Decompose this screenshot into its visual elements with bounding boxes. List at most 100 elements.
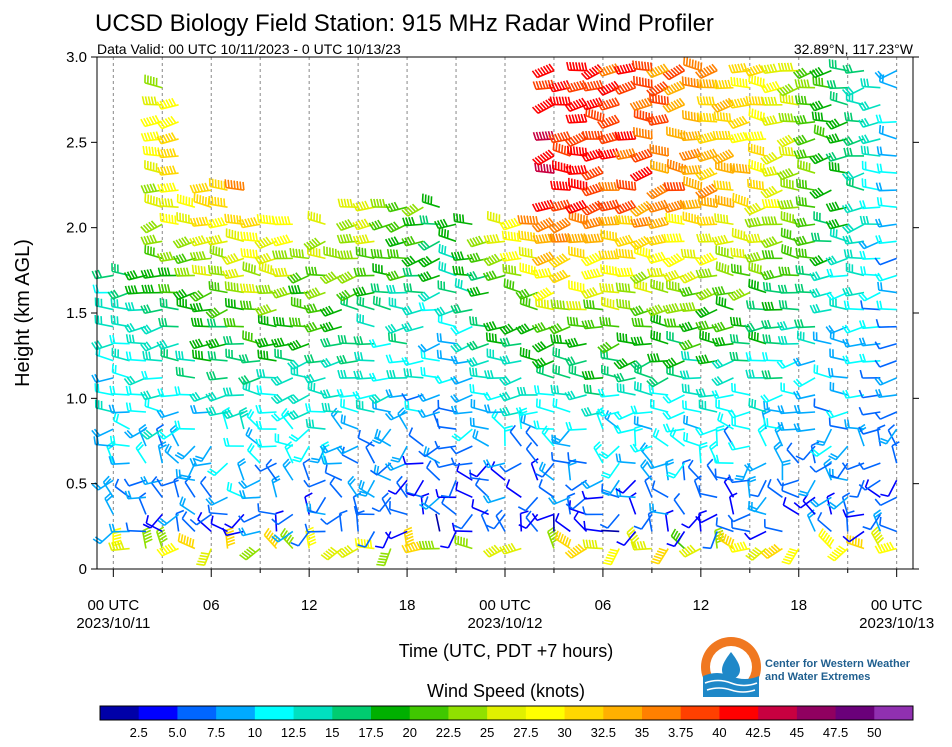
- wind-barb: [760, 151, 783, 165]
- wind-barb: [466, 252, 489, 263]
- wind-barb: [384, 530, 408, 540]
- wind-barb: [175, 509, 185, 532]
- wind-barb: [698, 485, 718, 499]
- wind-barb: [142, 351, 163, 362]
- wind-barb: [156, 409, 179, 419]
- wind-barb: [793, 217, 816, 228]
- wind-barb: [825, 151, 848, 162]
- wind-barb: [760, 166, 783, 177]
- wind-barb: [519, 347, 538, 362]
- wind-barb: [141, 284, 163, 294]
- wind-barb: [760, 543, 783, 559]
- wind-barb: [372, 400, 391, 413]
- wind-barb: [593, 441, 604, 464]
- wind-barb: [221, 409, 245, 420]
- wind-barb: [530, 458, 539, 481]
- wind-barb: [728, 474, 750, 484]
- wind-barb: [613, 80, 637, 95]
- wind-barb: [421, 193, 440, 208]
- wind-barb: [158, 197, 179, 208]
- wind-barb: [809, 255, 832, 267]
- wind-barb: [174, 386, 195, 396]
- wind-barb: [224, 297, 245, 311]
- wind-barb: [304, 523, 326, 533]
- wind-barb: [519, 510, 529, 532]
- wind-barb: [91, 269, 114, 280]
- wind-barb: [748, 278, 767, 294]
- wind-barb: [193, 193, 212, 208]
- wind-barb: [600, 229, 620, 243]
- wind-barb: [566, 61, 588, 72]
- wind-barb: [614, 267, 636, 278]
- wind-barb: [419, 215, 440, 226]
- wind-barb: [650, 312, 669, 328]
- wind-barb: [781, 459, 791, 481]
- wind-barb: [760, 269, 783, 281]
- colorbar-swatch: [487, 706, 527, 720]
- wind-barb: [157, 388, 179, 398]
- wind-barb: [531, 217, 555, 233]
- wind-barb: [860, 300, 881, 311]
- wind-barb: [402, 267, 424, 277]
- wind-barb: [238, 354, 261, 364]
- wind-barb: [145, 514, 163, 533]
- wind-barb: [499, 250, 522, 262]
- wind-barb: [633, 75, 653, 89]
- wind-barb: [776, 134, 800, 148]
- y-axis-label: Height (km AGL): [12, 239, 34, 387]
- wind-barb: [663, 318, 685, 328]
- wind-barb: [181, 511, 196, 533]
- wind-barb: [583, 299, 604, 311]
- wind-barb: [205, 406, 228, 417]
- wind-barb: [646, 377, 669, 388]
- wind-barb: [715, 245, 734, 260]
- x-tick-label: 18: [790, 597, 807, 614]
- wind-barb: [695, 513, 718, 524]
- wind-barb: [879, 516, 897, 533]
- wind-barb: [495, 509, 506, 532]
- wind-barb: [712, 79, 734, 90]
- wind-barb: [748, 73, 767, 89]
- wind-barb: [818, 528, 835, 550]
- wind-barb: [664, 458, 675, 481]
- colorbar-tick-label: 17.5: [358, 725, 383, 740]
- wind-barb: [242, 330, 261, 345]
- wind-barb: [585, 107, 605, 123]
- wind-barb: [408, 427, 424, 447]
- wind-barb: [509, 424, 522, 447]
- wind-barb: [472, 429, 490, 447]
- wind-barb: [728, 62, 750, 74]
- wind-barb: [208, 178, 228, 191]
- chart-title: UCSD Biology Field Station: 915 MHz Rada…: [95, 10, 714, 37]
- wind-barb: [255, 420, 277, 430]
- wind-barb: [876, 146, 897, 157]
- wind-barb: [793, 404, 816, 414]
- location-subtitle: 32.89°N, 117.23°W: [794, 41, 914, 57]
- wind-barb: [124, 428, 147, 439]
- wind-barb: [531, 341, 555, 353]
- wind-barb: [650, 547, 669, 565]
- wind-barb: [828, 468, 848, 482]
- wind-barb: [727, 541, 750, 553]
- wind-barb: [531, 251, 555, 267]
- wind-barb: [532, 267, 555, 279]
- wind-barb: [205, 338, 228, 349]
- wind-barb: [715, 517, 734, 533]
- wind-barb: [695, 131, 718, 145]
- wind-barb: [173, 267, 195, 277]
- wind-barb: [453, 513, 473, 530]
- wind-barb: [597, 407, 620, 417]
- wind-barb: [711, 336, 734, 347]
- wind-barb: [287, 410, 310, 421]
- wind-barb: [761, 301, 783, 311]
- wind-barb: [404, 400, 424, 413]
- wind-barb: [386, 248, 408, 260]
- wind-barb: [352, 390, 375, 401]
- wind-barb: [357, 531, 376, 548]
- wind-barb: [842, 235, 865, 245]
- wind-barb: [781, 547, 800, 565]
- wind-barb: [368, 372, 391, 382]
- wind-barb: [517, 496, 539, 512]
- wind-barb: [238, 513, 261, 523]
- colorbar-tick-label: 50: [867, 725, 881, 740]
